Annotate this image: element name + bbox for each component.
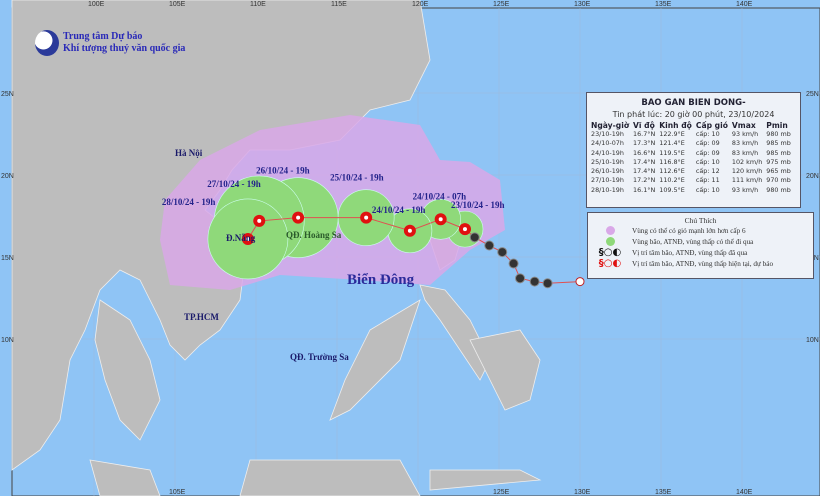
lon-tick-label-bottom: 105E <box>169 489 186 496</box>
forecast-table: Ngày-giờ Vĩ độ Kinh độ Cấp gió Vmax Pmin 23/10… <box>589 121 793 195</box>
forecast-time-label: 27/10/24 - 19h <box>207 179 261 189</box>
lon-tick-label: 115E <box>331 1 347 8</box>
table-row: 23/10-19h 16.7°N 122.9°E cấp: 10 93 km/h 980 … <box>591 130 791 138</box>
place-truongsa: QĐ. Trường Sa <box>290 352 349 362</box>
issued-time: Tin phát lúc: 20 giờ 00 phút, 23/10/2024 <box>612 110 775 119</box>
past-position-marker <box>542 278 553 289</box>
forecast-time-label: 24/10/24 - 07h <box>413 191 467 201</box>
lon-tick-label-bottom: 140E <box>736 489 753 496</box>
forecast-time-label: 24/10/24 - 19h <box>372 205 426 215</box>
place-hanoi: Hà Nội <box>175 148 203 158</box>
lon-tick-label: 140E <box>736 1 753 8</box>
lat-tick-label-left: 10N <box>1 337 14 344</box>
column-header: Ngày-giờ <box>591 121 630 130</box>
legend-title: Chú Thích <box>684 216 717 225</box>
lon-tick-label: 100E <box>88 1 105 8</box>
table-row: 24/10-19h 16.6°N 119.5°E cấp: 09 83 km/h 985 … <box>591 148 791 157</box>
forecast-storm-icon <box>403 224 416 237</box>
table-row: 24/10-07h 17.3°N 121.4°E cấp: 09 83 km/h 985 … <box>591 139 791 148</box>
org-line2: Khí tượng thuỷ văn quốc gia <box>63 43 186 54</box>
forecast-time-label: 25/10/24 - 19h <box>330 173 384 183</box>
table-row: 27/10-19h 17.2°N 110.2°E cấp: 11 111 km/h 970… <box>591 176 791 185</box>
lon-tick-label-bottom: 130E <box>574 489 591 496</box>
table-row: 26/10-19h 17.4°N 112.6°E cấp: 12 120 km/h 965… <box>591 167 791 176</box>
lon-tick-label: 120E <box>412 1 429 8</box>
forecast-storm-icon <box>360 211 373 224</box>
lat-tick-label-left: 20N <box>1 173 14 180</box>
forecast-storm-icon <box>292 211 305 224</box>
lon-tick-label-bottom: 125E <box>493 489 510 496</box>
column-header: Vĩ độ <box>633 121 655 130</box>
forecast-storm-icon <box>458 223 471 236</box>
lon-tick-label-bottom: 135E <box>655 489 672 496</box>
logo: Trung tâm Dự báo Khí tượng thuỷ văn quốc … <box>35 30 185 56</box>
place-hcm: TP.HCM <box>184 312 219 322</box>
lat-tick-label-right: 25N <box>806 91 819 98</box>
past-position-marker <box>529 276 540 287</box>
org-line1: Trung tâm Dự báo <box>63 31 143 42</box>
lat-tick-label-right: 10N <box>806 337 819 344</box>
past-position-marker <box>508 258 519 269</box>
wind-zone-swatch <box>605 226 615 235</box>
legend-item: Vùng có thể có gió mạnh lớn hơn cấp 6 <box>588 225 813 236</box>
lon-tick-label: 130E <box>574 1 591 8</box>
legend-item: §○◐ Vị trí tâm bão, ATNĐ, vùng thấp hiện … <box>588 258 813 269</box>
column-header: Vmax <box>731 121 756 130</box>
place-hoangsa: QĐ. Hoàng Sa <box>286 230 342 240</box>
past-position-marker <box>575 277 585 287</box>
lat-tick-label-right: 20N <box>806 173 819 180</box>
forecast-table-panel: BAO GAN BIEN DONG- Tin phát lúc: 20 giờ … <box>586 92 801 208</box>
legend-item: Vùng bão, ATNĐ, vùng thấp có thể đi qua <box>588 236 813 247</box>
forecast-time-label: 26/10/24 - 19h <box>256 166 310 176</box>
legend-item: §○◐ Vị trí tâm bão, ATNĐ, vùng thấp đã qu… <box>588 247 813 258</box>
legend: Chú Thích Vùng có thể có gió mạnh lớn hơ… <box>587 212 814 279</box>
forecast-time-label: 28/10/24 - 19h <box>162 197 216 207</box>
sea-label: Biển Đông <box>347 272 415 288</box>
storm-zone-swatch <box>605 237 615 246</box>
past-position-marker <box>515 273 526 284</box>
table-row: 25/10-19h 17.4°N 116.8°E cấp: 10 102 km/h 975… <box>591 157 791 166</box>
past-position-marker <box>497 247 508 258</box>
lon-tick-label: 125E <box>493 1 510 8</box>
nchmf-emblem-icon <box>35 30 59 56</box>
forecast-storm-icon <box>434 213 447 226</box>
past-position-marker <box>469 232 480 243</box>
lat-tick-label-left: 25N <box>1 91 14 98</box>
place-danang: Đ.Nẵng <box>226 233 256 243</box>
table-row: 28/10-19h 16.1°N 109.5°E cấp: 10 93 km/h 980 … <box>591 185 791 194</box>
forecast-storm-icon <box>241 232 254 245</box>
past-symbol-icon: §○◐ <box>598 246 622 258</box>
forecast-storm-icon <box>253 214 266 227</box>
column-header: Kinh độ <box>659 121 692 130</box>
forecast-symbol-icon: §○◐ <box>598 257 622 269</box>
column-header: Pmin <box>766 121 788 130</box>
lon-tick-label: 105E <box>169 1 186 8</box>
column-header: Cấp gió <box>695 121 728 130</box>
panel-title: BAO GAN BIEN DONG- <box>641 98 746 108</box>
forecast-time-label: 23/10/24 - 19h <box>451 200 505 210</box>
lon-tick-label: 110E <box>250 1 266 8</box>
past-position-marker <box>484 240 495 251</box>
lon-tick-label: 135E <box>655 1 672 8</box>
lat-tick-label-left: 15N <box>1 255 14 262</box>
